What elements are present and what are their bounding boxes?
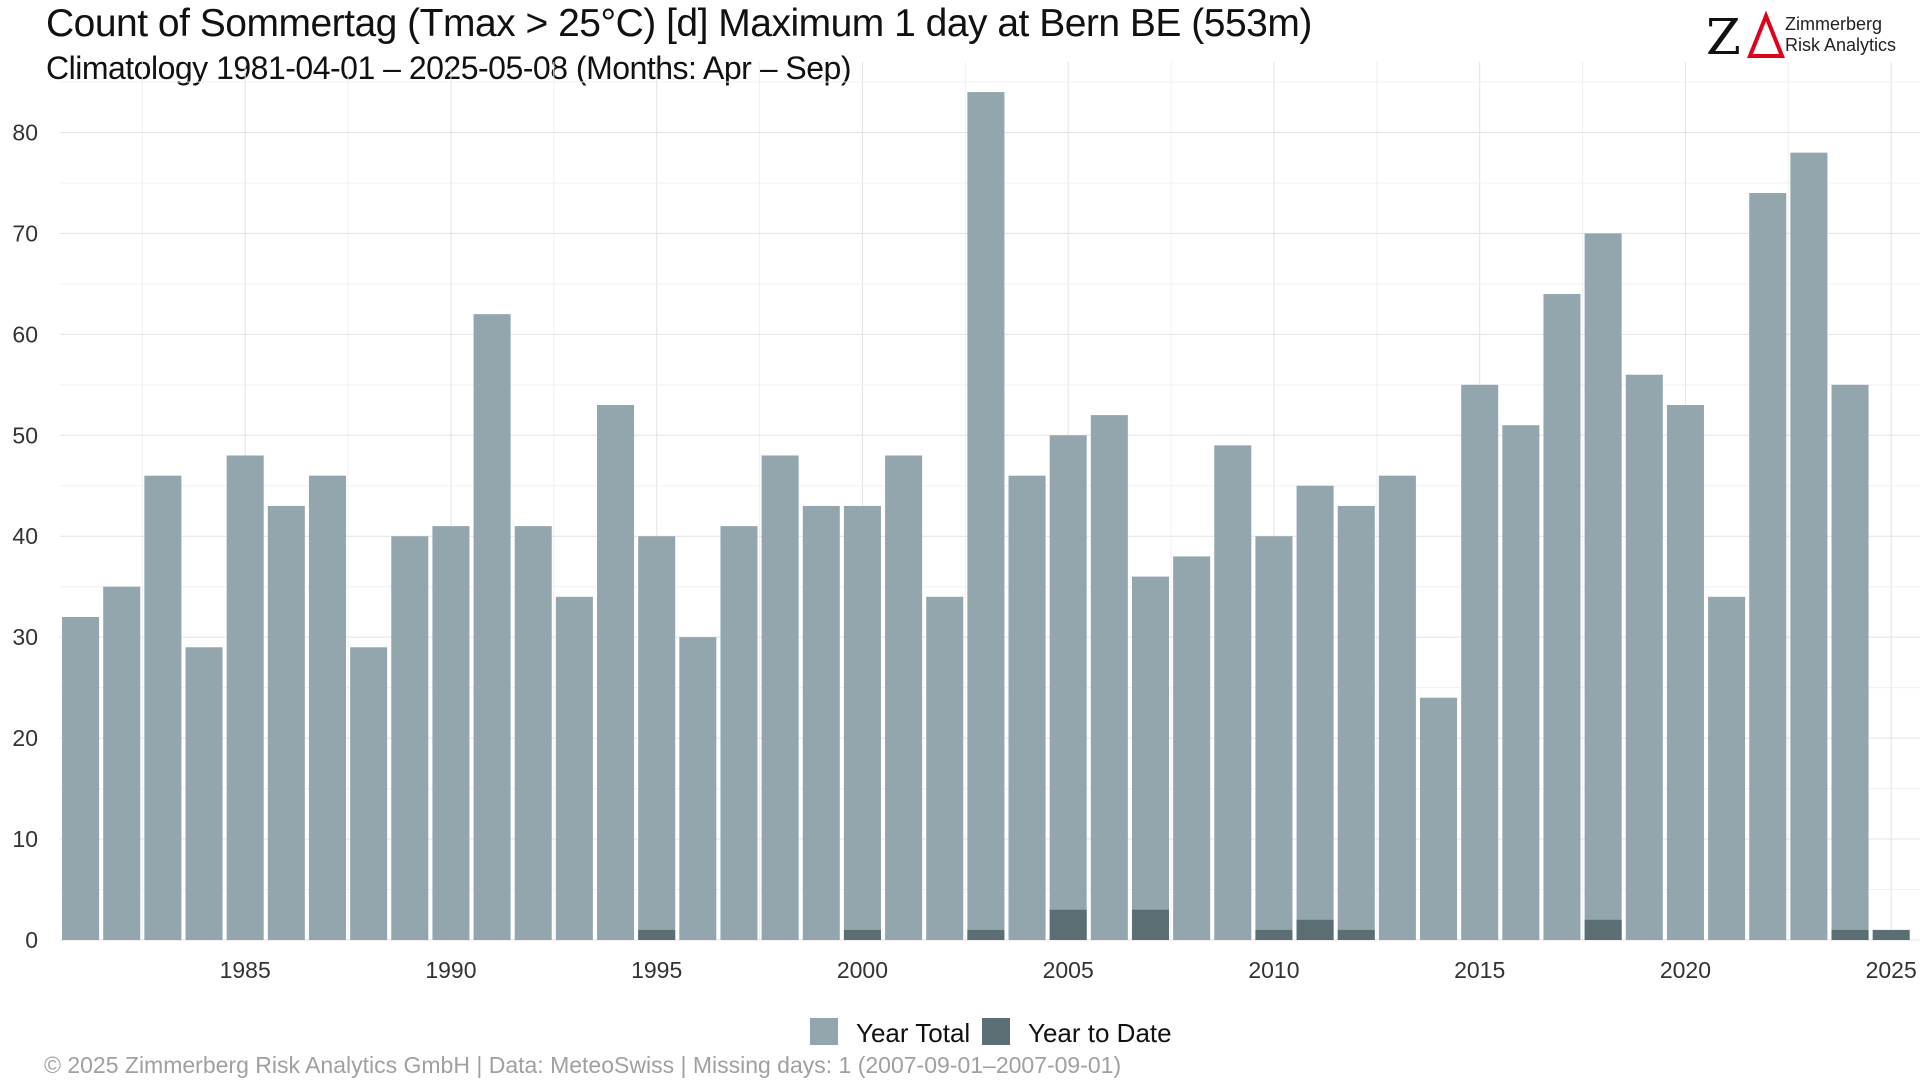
bar-chart: 0 10 20 30 40 50 60 70 80 1985 1990 1995 2000 2005 201… bbox=[12, 62, 1920, 1045]
bar-year-total bbox=[1831, 384, 1869, 941]
bar-year-total bbox=[391, 536, 429, 940]
bar-year-total bbox=[1090, 415, 1128, 940]
bar-year-total bbox=[1749, 193, 1787, 941]
bar-year-to-date bbox=[1872, 929, 1910, 940]
bar-year-total bbox=[1255, 536, 1293, 940]
bar-year-total bbox=[1008, 475, 1046, 940]
bar-year-total bbox=[638, 536, 676, 940]
y-tick-label: 20 bbox=[12, 725, 38, 751]
legend-swatch bbox=[810, 1018, 838, 1045]
y-tick-label: 60 bbox=[12, 321, 38, 347]
bar-year-total bbox=[1049, 435, 1087, 940]
logo-text: Zimmerberg Risk Analytics bbox=[1785, 14, 1896, 56]
y-tick-label: 30 bbox=[12, 624, 38, 650]
bar-year-total bbox=[926, 596, 964, 940]
y-tick-label: 70 bbox=[12, 220, 38, 246]
bar-year-total bbox=[967, 92, 1005, 940]
bar-year-to-date bbox=[1584, 919, 1622, 940]
bar-year-total bbox=[514, 526, 552, 940]
bar-year-total bbox=[1708, 596, 1746, 940]
bar-year-total bbox=[267, 505, 305, 940]
y-tick-label: 10 bbox=[12, 826, 38, 852]
logo-delta-glyph bbox=[1747, 10, 1785, 58]
x-tick-label: 2020 bbox=[1660, 957, 1711, 983]
bar-year-total bbox=[555, 596, 593, 940]
bar-year-total bbox=[679, 637, 717, 940]
x-tick-label: 2005 bbox=[1043, 957, 1094, 983]
bar-year-total bbox=[1502, 425, 1540, 940]
bar-year-to-date bbox=[1296, 919, 1334, 940]
y-tick-label: 40 bbox=[12, 523, 38, 549]
bar-year-to-date bbox=[1255, 929, 1293, 940]
bar-year-total bbox=[761, 455, 799, 940]
bar-year-total bbox=[1296, 485, 1334, 940]
bar-year-total bbox=[1420, 697, 1458, 940]
chart-subtitle: Climatology 1981-04-01 – 2025-05-08 (Mon… bbox=[46, 50, 851, 86]
bar-year-total bbox=[308, 475, 346, 940]
bar-year-total bbox=[1214, 445, 1252, 940]
company-logo: Z bbox=[1706, 8, 1785, 64]
bar-year-total bbox=[144, 475, 182, 940]
bar-year-total bbox=[1666, 405, 1704, 940]
legend-label: Year Total bbox=[856, 1018, 970, 1045]
bar-year-total bbox=[1173, 556, 1211, 940]
x-tick-label: 2010 bbox=[1248, 957, 1299, 983]
chart-title: Count of Sommertag (Tmax > 25°C) [d] Max… bbox=[46, 2, 1312, 45]
bar-year-total bbox=[1378, 475, 1416, 940]
x-tick-label: 2015 bbox=[1454, 957, 1505, 983]
bar-year-total bbox=[1131, 576, 1170, 940]
legend-swatch bbox=[982, 1018, 1010, 1045]
bar-year-total bbox=[1337, 505, 1375, 940]
x-tick-label: 2000 bbox=[837, 957, 888, 983]
copyright-caption: © 2025 Zimmerberg Risk Analytics GmbH | … bbox=[44, 1052, 1122, 1078]
bar-year-total bbox=[1543, 293, 1581, 941]
bar-year-to-date bbox=[843, 929, 881, 940]
bar-year-total bbox=[720, 526, 758, 940]
bar-year-total bbox=[1625, 374, 1663, 941]
legend-label: Year to Date bbox=[1028, 1018, 1172, 1045]
bar-year-total bbox=[226, 455, 264, 940]
logo-z-glyph: Z bbox=[1706, 8, 1741, 64]
bar-year-total bbox=[473, 314, 511, 941]
bar-year-total bbox=[185, 647, 223, 940]
y-tick-label: 0 bbox=[25, 927, 38, 953]
bar-year-total bbox=[1584, 233, 1622, 941]
bar-year-total bbox=[103, 586, 141, 940]
bar-year-to-date bbox=[638, 929, 676, 940]
bar-year-to-date bbox=[1131, 909, 1170, 940]
y-tick-label: 50 bbox=[12, 422, 38, 448]
bar-year-total bbox=[802, 505, 840, 940]
x-tick-label: 2025 bbox=[1866, 957, 1917, 983]
logo-line1: Zimmerberg bbox=[1785, 14, 1883, 34]
bar-year-to-date bbox=[1831, 929, 1869, 940]
bar-year-total bbox=[432, 526, 470, 940]
bar-year-total bbox=[1461, 384, 1499, 941]
x-tick-label: 1995 bbox=[631, 957, 682, 983]
bar-year-total bbox=[597, 405, 635, 940]
bar-year-total bbox=[350, 647, 388, 940]
y-tick-label: 80 bbox=[12, 119, 38, 145]
bar-year-total bbox=[843, 505, 881, 940]
bar-year-to-date bbox=[1049, 909, 1087, 940]
x-tick-label: 1990 bbox=[425, 957, 476, 983]
logo-line2: Risk Analytics bbox=[1785, 35, 1897, 55]
x-tick-label: 1985 bbox=[220, 957, 271, 983]
bar-year-total bbox=[1790, 152, 1828, 941]
bar-year-total bbox=[885, 455, 923, 940]
bar-year-total bbox=[62, 616, 100, 940]
bar-year-to-date bbox=[1337, 929, 1375, 940]
bar-year-to-date bbox=[967, 929, 1005, 940]
